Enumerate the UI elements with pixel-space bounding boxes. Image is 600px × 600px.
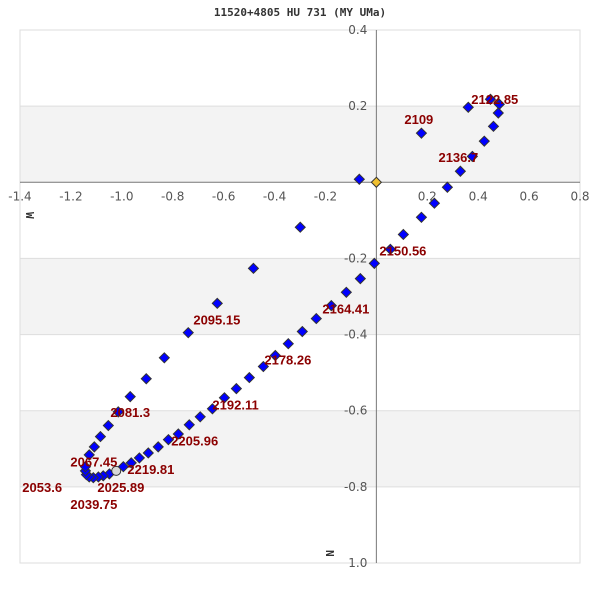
- orbit-point: [368, 257, 381, 270]
- date-label: 2205.96: [171, 434, 218, 449]
- orbit-point: [194, 411, 206, 423]
- date-label: 2081.3: [110, 405, 150, 420]
- orbit-point: [162, 433, 175, 446]
- grid-band: [20, 258, 580, 335]
- date-label: 2053.6: [22, 480, 62, 495]
- orbit-point: [133, 452, 146, 464]
- orbit-point: [152, 441, 164, 453]
- orbit-point: [230, 382, 243, 395]
- x-tick-label: 0.2: [418, 189, 437, 203]
- y-tick-label: 1.0: [348, 556, 367, 570]
- date-label: 2178.26: [264, 353, 311, 368]
- orbit-point: [117, 460, 130, 473]
- date-label: 2039.75: [70, 497, 117, 512]
- date-label: 2164.41: [322, 302, 369, 317]
- current-position-marker: [111, 465, 122, 476]
- date-label: 2192.11: [212, 398, 258, 413]
- date-label: 2025.89: [97, 480, 144, 495]
- orbit-point: [172, 428, 185, 440]
- y-tick-label: 0.2: [348, 99, 367, 113]
- orbit-point: [247, 262, 260, 275]
- x-tick-label: -0.6: [212, 189, 235, 203]
- date-label: 2136.7: [438, 150, 478, 165]
- orbit-point: [441, 181, 454, 193]
- date-label: 2219.81: [127, 462, 174, 477]
- orbit-point: [94, 430, 107, 443]
- date-label: 2150.56: [379, 243, 426, 258]
- orbit-point: [158, 352, 171, 364]
- orbit-point: [454, 165, 467, 177]
- orbit-point: [415, 211, 428, 224]
- orbit-point: [487, 120, 500, 133]
- orbit-point: [140, 373, 152, 385]
- orbit-point: [296, 325, 308, 338]
- orbit-point: [294, 221, 306, 233]
- orbit-point: [484, 93, 497, 105]
- primary-star-marker: [370, 176, 383, 188]
- orbit-point: [142, 447, 154, 459]
- orbit-point: [243, 371, 256, 384]
- x-tick-label: 0.4: [469, 189, 488, 203]
- y-tick-label: -0.2: [344, 251, 367, 265]
- orbit-point: [466, 150, 479, 163]
- x-tick-label: 0.6: [520, 189, 539, 203]
- orbit-point: [79, 460, 92, 473]
- orbit-point: [182, 326, 194, 339]
- orbit-point: [428, 197, 441, 209]
- x-axis-label: W: [23, 212, 36, 219]
- orbit-point: [282, 338, 294, 350]
- y-tick-label: 0.4: [348, 23, 367, 37]
- orbit-point: [354, 272, 367, 285]
- orbit-point: [415, 127, 428, 139]
- orbit-point: [353, 173, 366, 185]
- orbit-point: [462, 101, 474, 113]
- orbit-point: [384, 243, 397, 255]
- x-tick-label: -1.0: [110, 189, 133, 203]
- x-tick-label: -1.4: [8, 189, 31, 203]
- orbit-point: [88, 441, 101, 453]
- date-label: 2109: [404, 112, 433, 127]
- orbit-point: [269, 349, 282, 362]
- date-label: 2095.15: [193, 313, 240, 328]
- plot-border: [19, 29, 581, 564]
- orbit-point: [478, 135, 490, 147]
- y-tick-label: -0.6: [344, 404, 367, 418]
- orbit-point: [125, 457, 137, 469]
- orbit-point: [397, 228, 410, 241]
- orbit-point: [112, 406, 124, 418]
- y-tick-label: -0.4: [344, 328, 367, 342]
- orbit-point: [218, 392, 231, 404]
- x-tick-label: -0.2: [314, 189, 337, 203]
- orbit-point: [325, 299, 338, 312]
- x-tick-label: 0.8: [570, 189, 589, 203]
- chart-title: 11520+4805 HU 731 (MY UMa): [213, 6, 387, 19]
- x-tick-label: -0.4: [263, 189, 286, 203]
- grid-band: [20, 106, 580, 183]
- date-label: 2067.45: [70, 455, 117, 470]
- x-tick-label: -0.8: [161, 189, 184, 203]
- orbit-point: [310, 312, 322, 325]
- orbit-point: [183, 419, 195, 431]
- orbit-point: [211, 297, 223, 310]
- orbit-point: [492, 107, 504, 119]
- orbit-point: [340, 286, 353, 299]
- y-tick-label: -0.8: [344, 480, 367, 494]
- orbit-point: [257, 360, 270, 373]
- orbit-point: [124, 390, 136, 403]
- date-label: 2122.85: [471, 92, 518, 107]
- y-axis-label: N: [323, 550, 336, 557]
- orbit-point: [83, 449, 95, 461]
- orbit-point: [206, 403, 219, 415]
- orbit-point: [102, 419, 115, 432]
- x-tick-label: -1.2: [59, 189, 82, 203]
